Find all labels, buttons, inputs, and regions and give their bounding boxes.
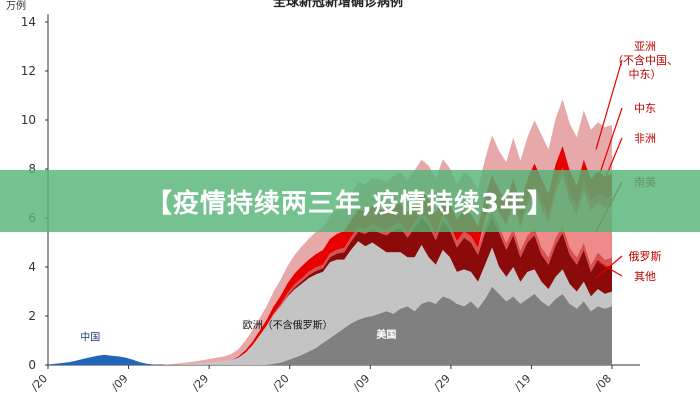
area-欧洲（不含俄罗斯） <box>48 241 612 365</box>
legend-label-亚洲（不含中国、中东）: 亚洲 <box>634 40 656 53</box>
title-banner: 【疫情持续两三年,疫情持续3年】 <box>0 170 700 232</box>
y-tick-label: 2 <box>28 309 36 323</box>
legend-label-中东: 中东 <box>634 102 656 115</box>
x-tick-label: /29 <box>190 372 212 394</box>
legend-label-亚洲（不含中国、中东）: 中东） <box>629 68 662 81</box>
annotation-欧洲（不含俄罗斯）: 欧洲（不含俄罗斯） <box>243 318 333 331</box>
banner-text: 【疫情持续两三年,疫情持续3年】 <box>146 188 554 219</box>
y-tick-label: 4 <box>28 260 36 274</box>
x-tick-label: /20 <box>270 372 292 394</box>
legend-leader-亚洲（不含中国、中东） <box>595 59 623 150</box>
y-tick-label: 8 <box>28 162 36 176</box>
annotation-中国: 中国 <box>80 331 100 344</box>
legend-label-俄罗斯: 俄罗斯 <box>629 250 662 263</box>
area-中东 <box>48 145 612 365</box>
legend-leader-俄罗斯 <box>595 255 623 279</box>
chart-title: 全球新冠新增确诊病例 <box>272 0 403 10</box>
area-俄罗斯 <box>48 218 612 365</box>
annotation-美国: 美国 <box>376 328 396 341</box>
x-tick-label: /09 <box>109 372 131 394</box>
y-tick-label: 0 <box>28 358 36 372</box>
y-tick-label: 10 <box>21 113 36 127</box>
legend-label-非洲: 非洲 <box>634 132 656 145</box>
area-中国 <box>48 354 612 365</box>
x-tick-label: /08 <box>592 372 614 394</box>
y-tick-label: 12 <box>21 64 36 78</box>
y-tick-label: 14 <box>21 15 36 29</box>
legend-leader-其他 <box>595 260 623 277</box>
area-亚洲（不含中国、中东） <box>48 99 612 365</box>
y-axis-label: 万例 <box>6 0 26 12</box>
area-美国 <box>48 286 612 365</box>
legend-label-亚洲（不含中国、中东）: （不含中国、 <box>612 53 678 67</box>
legend-label-其他: 其他 <box>634 270 656 283</box>
x-tick-label: /20 <box>28 372 50 394</box>
x-tick-label: /29 <box>431 372 453 394</box>
x-tick-label: /19 <box>512 372 534 394</box>
x-tick-label: /09 <box>351 372 373 394</box>
